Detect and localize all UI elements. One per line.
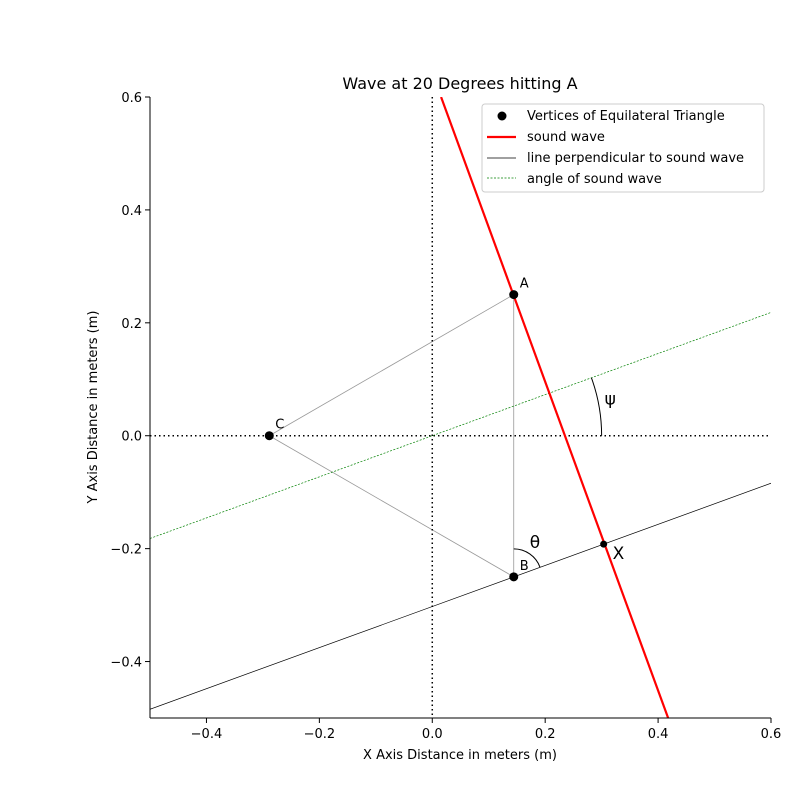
y-tick-label-0: −0.4 (110, 656, 142, 671)
x-tick-label-4: 0.4 (648, 727, 669, 742)
theta-label: θ (530, 533, 540, 553)
triangle-edge-BC (269, 435, 514, 578)
intersection-label: X (613, 544, 625, 564)
vertex-label-C: C (275, 418, 284, 433)
angle-of-sound-wave-line (150, 312, 771, 539)
legend-label-angle: angle of sound wave (527, 172, 662, 187)
vertex-label-A: A (520, 277, 529, 292)
vertex-marker-A (509, 290, 519, 300)
vertex-marker-C (264, 431, 274, 441)
intersection-marker (600, 540, 608, 548)
x-tick-label-0: −0.4 (191, 727, 223, 742)
x-axis-label: X Axis Distance in meters (m) (363, 748, 557, 763)
psi-label: ψ (605, 390, 616, 410)
legend-label-vertices: Vertices of Equilateral Triangle (527, 109, 725, 124)
triangle-edge-CA (269, 294, 514, 437)
legend-label-sound-wave: sound wave (527, 130, 605, 145)
y-tick-label-2: 0.0 (121, 430, 142, 445)
y-axis-label: Y Axis Distance in meters (m) (86, 311, 101, 505)
legend: Vertices of Equilateral Triangle sound w… (481, 103, 765, 193)
sound-wave-line (440, 97, 670, 718)
plot-area: A B C Xθ ψ −0.4 −0.2 0.0 0.2 0.4 0.6 −0.4 −0.2 0.0 0.2… (110, 91, 781, 742)
y-tick-label-5: 0.6 (121, 91, 142, 106)
x-tick-label-2: 0.0 (422, 727, 443, 742)
psi-arc (590, 377, 603, 436)
legend-marker-vertices (497, 111, 507, 121)
vertex-marker-B (509, 572, 519, 582)
theta-arc (513, 548, 541, 568)
chart-title: Wave at 20 Degrees hitting A (342, 74, 577, 93)
x-tick-label-1: −0.2 (304, 727, 336, 742)
x-tick-label-5: 0.6 (761, 727, 782, 742)
data-lines (150, 97, 771, 718)
y-tick-label-1: −0.2 (110, 543, 142, 558)
vertex-label-B: B (520, 559, 529, 574)
y-tick-label-3: 0.2 (121, 317, 142, 332)
legend-label-perpendicular: line perpendicular to sound wave (527, 151, 744, 166)
x-tick-label-3: 0.2 (535, 727, 556, 742)
perpendicular-line (150, 482, 771, 710)
y-tick-label-4: 0.4 (121, 204, 142, 219)
legend-frame (481, 103, 765, 193)
